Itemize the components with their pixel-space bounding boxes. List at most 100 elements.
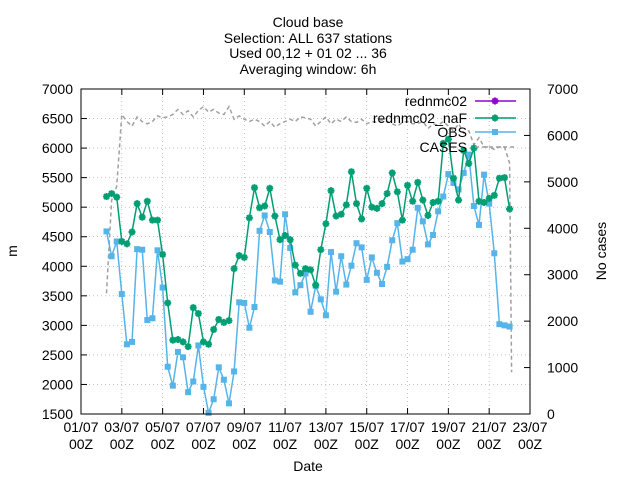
data-point [307, 266, 315, 274]
data-point [343, 281, 350, 288]
x-tick-label: 00Z [355, 436, 380, 452]
x-tick-label: 17/07 [390, 419, 425, 435]
x-tick-label: 00Z [314, 436, 339, 452]
y2-tick-label: 3000 [547, 267, 578, 283]
data-point [455, 186, 462, 193]
data-point [154, 247, 161, 254]
data-point [393, 188, 401, 196]
data-point [174, 336, 182, 344]
data-point [276, 236, 284, 244]
data-point [286, 236, 294, 244]
data-point [276, 278, 283, 285]
data-point [190, 378, 197, 385]
data-point [435, 208, 442, 215]
data-point [296, 269, 304, 277]
title-line-4: Averaging window: 6h [240, 61, 377, 77]
data-point [485, 194, 493, 202]
data-point [215, 315, 223, 323]
data-point [475, 221, 482, 228]
data-point [194, 310, 202, 318]
data-point [164, 299, 172, 307]
data-point [256, 227, 263, 234]
data-point [138, 213, 146, 221]
x-tick-label: 00Z [273, 436, 298, 452]
data-point [291, 261, 299, 269]
data-point [256, 204, 264, 212]
data-point [460, 169, 467, 176]
data-point [195, 342, 202, 349]
data-point [144, 317, 151, 324]
data-point [490, 191, 498, 199]
data-point [363, 276, 370, 283]
data-point [409, 197, 417, 205]
data-point [455, 196, 463, 204]
data-point [322, 220, 330, 228]
data-point [445, 171, 452, 178]
data-point [180, 354, 187, 361]
data-point [414, 178, 422, 186]
series-line [105, 154, 510, 416]
series-CASES [105, 104, 513, 373]
data-point [246, 324, 253, 331]
data-point [271, 212, 279, 220]
data-point [317, 296, 324, 303]
data-point [404, 256, 411, 263]
y-tick-label: 5000 [42, 199, 73, 215]
data-point [199, 338, 207, 346]
data-point [231, 368, 238, 375]
data-point [429, 198, 437, 206]
data-point [220, 318, 228, 326]
y2-tick-label: 1000 [547, 360, 578, 376]
data-point [169, 382, 176, 389]
data-point [241, 299, 248, 306]
data-point [470, 203, 477, 209]
data-point [338, 253, 345, 260]
data-point [245, 214, 253, 222]
data-point [143, 197, 151, 205]
x-tick-label: 15/07 [349, 419, 384, 435]
data-point [302, 270, 309, 277]
data-point [358, 215, 366, 223]
y-tick-label: 6000 [42, 140, 73, 156]
data-point [139, 246, 146, 253]
data-point [449, 174, 457, 182]
x-tick-label: 00Z [151, 436, 176, 452]
data-point [200, 383, 207, 390]
data-point [261, 202, 269, 210]
x-tick-label: 21/07 [472, 419, 507, 435]
y-tick-label: 1500 [42, 406, 73, 422]
y2-tick-label: 0 [547, 406, 555, 422]
data-point [322, 312, 329, 319]
y-tick-label: 7000 [42, 81, 73, 97]
x-tick-label: 00Z [232, 436, 257, 452]
data-point [129, 338, 136, 345]
data-point [486, 200, 493, 207]
y-tick-label: 3500 [42, 288, 73, 304]
data-point [333, 288, 340, 295]
y-tick-label: 2000 [42, 376, 73, 392]
data-point [250, 184, 258, 192]
plot-frame [80, 88, 531, 415]
data-point [103, 193, 111, 201]
data-point [220, 376, 227, 383]
data-point [149, 315, 156, 322]
data-point [261, 212, 268, 219]
data-point [302, 265, 309, 273]
data-point [368, 254, 375, 261]
data-point [465, 151, 472, 158]
legend-label: rednmc02 [405, 93, 467, 109]
data-point [287, 244, 294, 251]
title-line-3: Used 00,12 + 01 02 ... 36 [229, 45, 387, 61]
data-point [271, 277, 278, 284]
data-point [440, 193, 447, 200]
y2-tick-label: 7000 [547, 81, 578, 97]
data-point [159, 250, 167, 258]
x-tick-label: 01/07 [63, 419, 98, 435]
data-point [210, 326, 218, 333]
data-point [328, 249, 335, 256]
data-point [465, 159, 473, 167]
data-point [123, 341, 130, 348]
data-point [460, 146, 468, 154]
data-point [174, 348, 181, 355]
